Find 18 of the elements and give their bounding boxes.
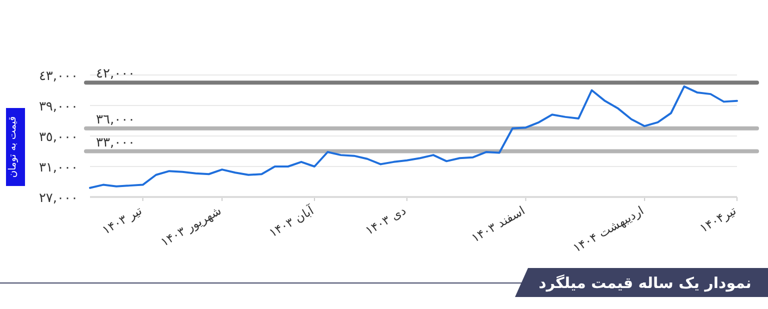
y-tick-label: ٣٥,٠٠٠ xyxy=(38,130,78,145)
text: نمودار یک ساله قیمت میلگرد xyxy=(538,274,752,292)
ref-line-label: ٤٢,٠٠٠ xyxy=(96,66,136,82)
x-tick-label: شهریور ۱۴۰۳ xyxy=(158,203,224,250)
y-tick-label: ٢٧,٠٠٠ xyxy=(38,191,78,206)
y-tick-label: ٤٣,٠٠٠ xyxy=(38,69,78,84)
x-tick-label: اسفند ۱۴۰۳ xyxy=(469,203,528,246)
y-tick-label: ٣١,٠٠٠ xyxy=(38,160,78,176)
y-tick-label: ٣٩,٠٠٠ xyxy=(38,100,78,114)
x-tick-label: دی ۱۴۰۳ xyxy=(362,203,408,238)
ref-line-label: ٣٦,٠٠٠ xyxy=(96,112,136,128)
x-tick-label: تیر۱۴۰۴ xyxy=(697,203,738,236)
ref-line-label: ٣٣,٠٠٠ xyxy=(96,135,136,150)
line-series xyxy=(89,85,738,189)
y-axis-title: قیمت به تومان xyxy=(8,116,18,178)
x-tick-label: تیر ۱۴۰۳ xyxy=(100,203,144,238)
x-tick-label: اردیبهشت ۱۴۰۴ xyxy=(570,203,646,256)
x-tick-label: آبان ۱۴۰۳ xyxy=(266,202,317,240)
